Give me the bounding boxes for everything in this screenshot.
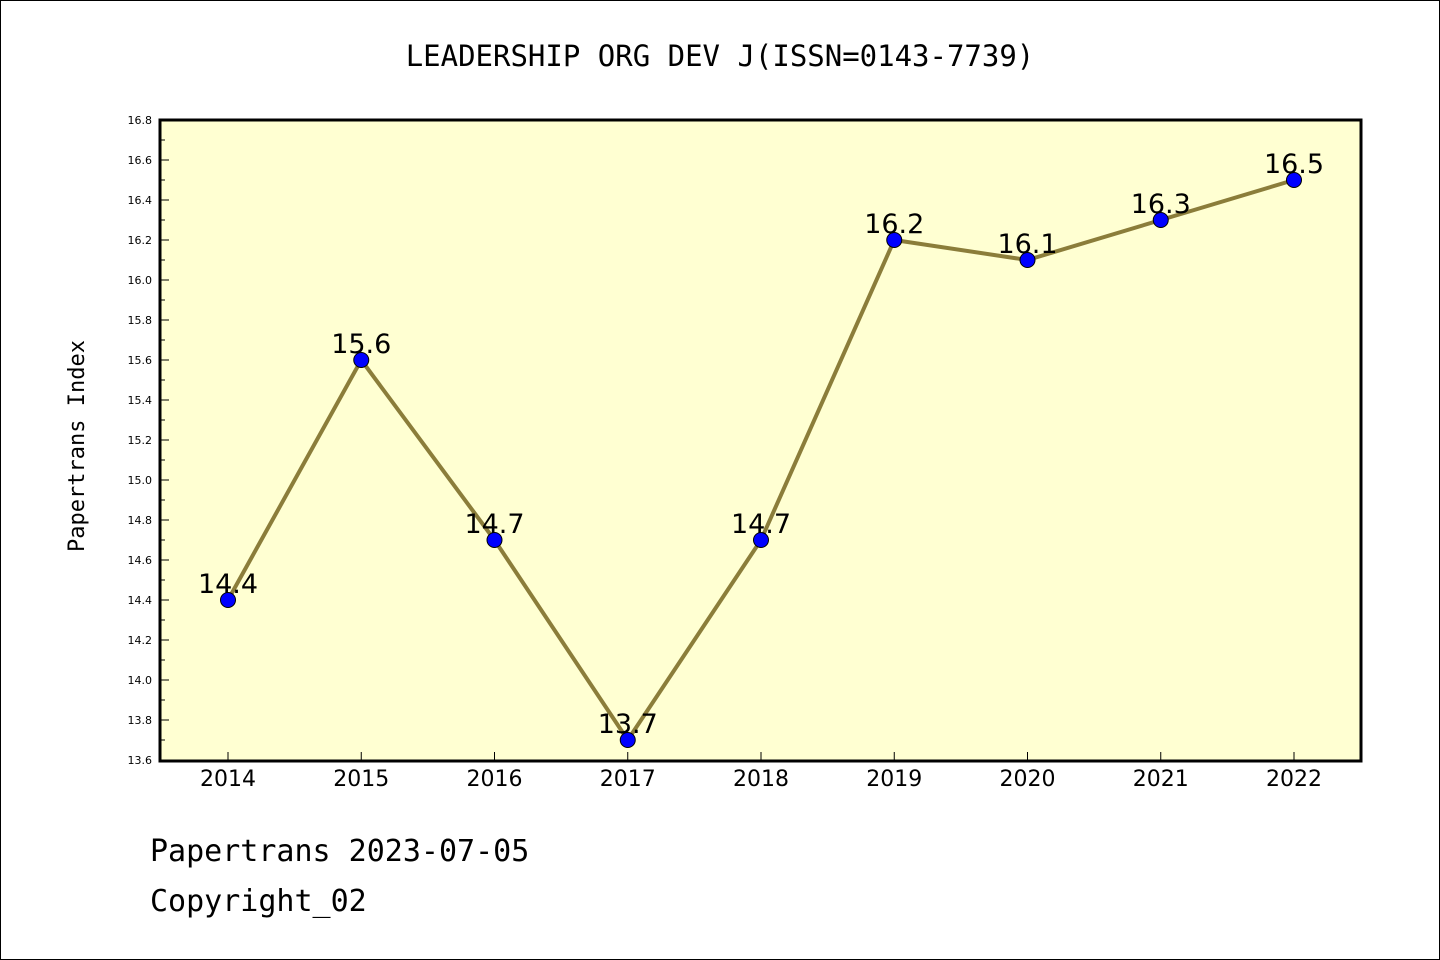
- x-axis: 2014 2015 2016 2017 2018 2019 2020 2021 2022: [200, 752, 1322, 792]
- y-tick-label: 14.8: [128, 514, 153, 527]
- footer-copyright: Copyright_02: [150, 884, 367, 919]
- x-tick-label: 2014: [200, 767, 256, 792]
- y-tick-label: 13.6: [128, 754, 153, 767]
- data-label: 14.7: [464, 509, 524, 540]
- data-label: 16.3: [1131, 189, 1191, 220]
- y-tick-label: 15.6: [128, 354, 153, 367]
- x-tick-label: 2015: [333, 767, 389, 792]
- data-point: [220, 592, 236, 608]
- y-tick-label: 16.0: [128, 274, 153, 287]
- data-markers: [220, 172, 1302, 748]
- x-tick-label: 2021: [1133, 767, 1189, 792]
- y-tick-label: 14.2: [128, 634, 153, 647]
- data-label: 13.7: [598, 709, 658, 740]
- footer-date: Papertrans 2023-07-05: [150, 834, 530, 869]
- data-labels: 14.4 15.6 14.7 13.7 14.7 16.2 16.1 16.3 16.5: [198, 149, 1324, 740]
- y-tick-label: 16.6: [128, 154, 153, 167]
- y-tick-label: 13.8: [128, 714, 153, 727]
- y-tick-label: 16.8: [128, 114, 153, 127]
- y-axis-label: Papertrans Index: [65, 340, 90, 552]
- data-point: [1019, 252, 1036, 268]
- data-label: 14.4: [198, 569, 258, 600]
- data-point: [753, 532, 769, 548]
- x-tick-label: 2017: [600, 767, 656, 792]
- x-tick-label: 2020: [1000, 767, 1056, 792]
- x-tick-label: 2019: [866, 767, 922, 792]
- x-tick-label: 2016: [467, 767, 523, 792]
- data-point: [886, 232, 903, 248]
- data-point: [1152, 212, 1169, 228]
- y-tick-label: 14.4: [128, 594, 153, 607]
- y-tick-label: 14.6: [128, 554, 153, 567]
- data-label: 14.7: [731, 509, 791, 540]
- y-tick-label: 15.8: [128, 314, 153, 327]
- y-tick-label: 16.4: [128, 194, 153, 207]
- data-label: 16.1: [997, 229, 1057, 260]
- data-label: 16.5: [1264, 149, 1324, 180]
- y-axis: 13.6 13.8 14.0 14.2 14.4 14.6 14.8 15.0 15.2 15.4…: [128, 114, 169, 767]
- y-tick-label: 14.0: [128, 674, 153, 687]
- x-tick-label: 2018: [733, 767, 789, 792]
- data-point: [486, 532, 503, 548]
- y-tick-label: 15.0: [128, 474, 153, 487]
- chart-title: LEADERSHIP ORG DEV J(ISSN=0143-7739): [406, 39, 1035, 73]
- data-point: [619, 732, 636, 748]
- y-tick-label: 15.4: [128, 394, 153, 407]
- data-point: [353, 352, 370, 368]
- y-tick-label: 15.2: [128, 434, 153, 447]
- x-tick-label: 2022: [1266, 767, 1322, 792]
- data-label: 16.2: [864, 209, 924, 240]
- data-label: 15.6: [331, 329, 391, 360]
- data-point: [1286, 172, 1302, 188]
- y-tick-label: 16.2: [128, 234, 153, 247]
